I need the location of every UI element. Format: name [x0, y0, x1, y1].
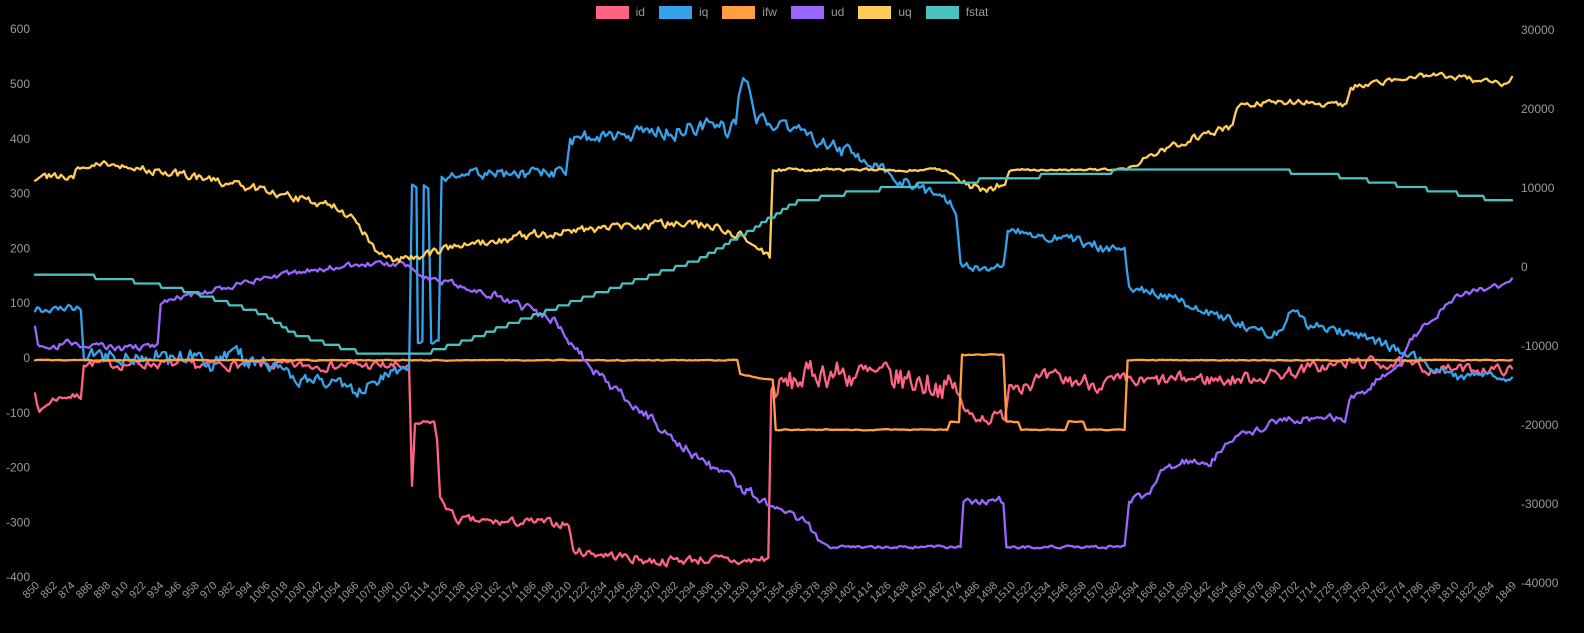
- y-tick-label-left: 100: [10, 296, 30, 310]
- x-tick-label: 862: [38, 580, 59, 601]
- y-tick-label-right: 30000: [1521, 23, 1555, 37]
- legend-item-uq[interactable]: uq: [858, 5, 912, 19]
- legend-item-iq[interactable]: iq: [658, 5, 709, 19]
- series-line-ud: [33, 260, 1514, 550]
- y-tick-label-right: 0: [1521, 260, 1528, 274]
- y-tick-label-left: -100: [6, 406, 30, 420]
- legend-swatch-ifw: [722, 6, 756, 19]
- y-tick-label-left: 0: [23, 351, 30, 365]
- x-tick-label: 874: [56, 580, 77, 601]
- x-tick-label: 898: [92, 580, 113, 601]
- y-tick-label-left: -400: [6, 570, 30, 584]
- legend-swatch-fstat: [925, 6, 959, 19]
- y-tick-label-right: -40000: [1521, 576, 1559, 590]
- legend-item-ifw[interactable]: ifw: [722, 6, 777, 19]
- x-tick-label: 886: [74, 580, 95, 601]
- legend-label: ud: [830, 5, 845, 19]
- y-tick-label-left: 600: [10, 22, 30, 36]
- x-tick-label: 1834: [1471, 580, 1497, 606]
- y-tick-label-right: -30000: [1521, 497, 1559, 511]
- legend-item-fstat[interactable]: fstat: [925, 5, 989, 19]
- series-line-uq: [33, 71, 1514, 263]
- y-tick-label-left: -300: [6, 515, 30, 529]
- legend-label: iq: [698, 5, 709, 19]
- legend-label: uq: [898, 5, 912, 19]
- legend-swatch-ud: [790, 6, 824, 19]
- legend-swatch-iq: [658, 6, 692, 19]
- y-tick-label-right: -20000: [1521, 418, 1559, 432]
- series-line-id: [33, 354, 1514, 568]
- x-tick-label: 946: [163, 580, 184, 601]
- y-tick-label-left: 300: [10, 187, 30, 201]
- x-tick-label: 922: [127, 580, 148, 601]
- y-tick-label-right: 10000: [1521, 181, 1555, 195]
- legend-label: fstat: [965, 5, 989, 19]
- series-line-iq: [33, 76, 1514, 398]
- legend-item-ud[interactable]: ud: [790, 5, 845, 19]
- x-tick-label: 934: [145, 580, 166, 601]
- y-tick-label-left: 500: [10, 77, 30, 91]
- y-tick-label-left: 400: [10, 132, 30, 146]
- legend-item-id[interactable]: id: [595, 5, 645, 19]
- y-tick-label-right: -10000: [1521, 339, 1559, 353]
- x-tick-label: 910: [109, 580, 130, 601]
- legend-swatch-uq: [858, 6, 892, 19]
- series-line-ifw: [33, 353, 1514, 432]
- chart-legend: id iq ifw ud uq fstat: [0, 6, 1584, 19]
- legend-swatch-id: [595, 6, 629, 19]
- legend-label: id: [635, 5, 645, 19]
- y-tick-label-right: 20000: [1521, 102, 1555, 116]
- y-tick-label-left: -200: [6, 461, 30, 475]
- x-tick-label: 1849: [1493, 580, 1519, 606]
- x-tick-label: 982: [216, 580, 237, 601]
- series-line-fstat: [33, 168, 1514, 355]
- legend-label: ifw: [762, 5, 777, 19]
- x-tick-label: 970: [198, 580, 219, 601]
- x-tick-label: 958: [180, 580, 201, 601]
- y-tick-label-left: 200: [10, 241, 30, 255]
